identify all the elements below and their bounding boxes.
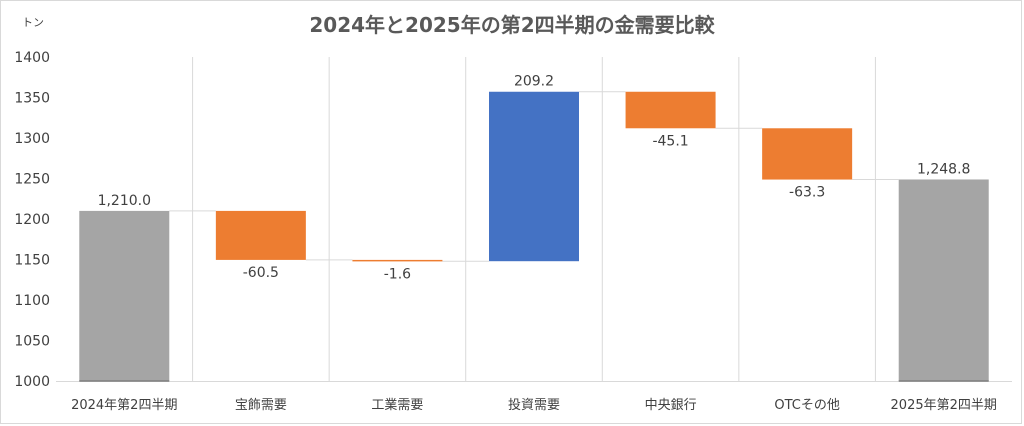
data-label: 1,210.0 [98,193,151,209]
y-tick-label: 1000 [14,374,50,390]
y-tick-label: 1100 [14,293,50,309]
waterfall-bar [489,91,579,262]
x-tick-label: 中央銀行 [645,398,697,413]
y-tick-label: 1300 [14,131,50,147]
data-label: 1,248.8 [917,161,970,177]
y-tick-label: 1400 [14,50,50,66]
data-label: -45.1 [652,133,688,149]
x-tick-label: 宝飾需要 [235,398,287,413]
y-tick-label: 1250 [14,172,50,188]
x-tick-label: 投資需要 [508,397,560,413]
y-tick-label: 1050 [14,334,50,350]
waterfall-bar [625,91,716,129]
data-label: -63.3 [789,185,825,201]
waterfall-bar [79,210,170,381]
data-label: 209.2 [514,74,554,90]
x-tick-label: OTCその他 [774,398,840,413]
data-label: -60.5 [243,265,279,281]
y-axis-unit-label: トン [22,16,44,29]
chart-title: 2024年と2025年の第2四半期の金需要比較 [309,13,715,37]
waterfall-bar [898,179,989,381]
waterfall-bar [215,210,306,260]
x-tick-label: 工業需要 [371,397,423,413]
x-tick-label: 2024年第2四半期 [71,398,177,413]
y-tick-label: 1200 [14,212,50,228]
waterfall-bar [762,128,853,180]
data-label: -1.6 [384,266,411,282]
y-tick-label: 1150 [14,253,50,269]
waterfall-bar [352,259,443,262]
y-tick-label: 1350 [14,91,50,107]
x-tick-label: 2025年第2四半期 [891,398,997,413]
